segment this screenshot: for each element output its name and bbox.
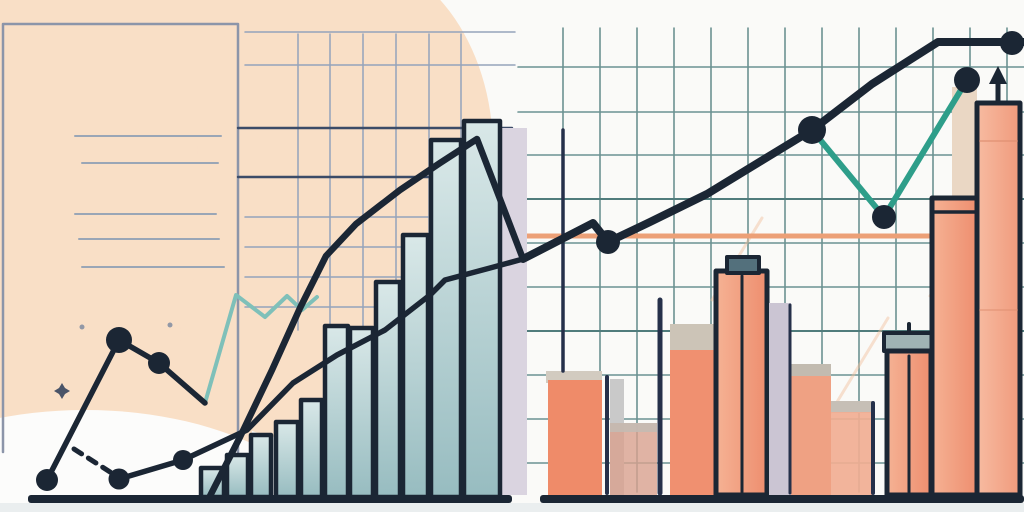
left-zigzag-line [44, 337, 208, 483]
building-d-cap [725, 255, 761, 275]
node-marker [872, 205, 896, 229]
node-marker [1000, 31, 1024, 55]
speck-dot [79, 324, 85, 330]
document-border [1, 22, 240, 454]
left-bar [400, 232, 431, 500]
building-h-body [929, 195, 980, 498]
building-b-body [610, 423, 657, 495]
steep-trend-line [206, 135, 527, 500]
building-c-body [670, 350, 717, 495]
lavender-column [769, 303, 791, 495]
building-f-body [831, 412, 872, 495]
building-e-cap [791, 364, 831, 376]
node-marker [173, 450, 193, 470]
node-marker [798, 116, 826, 144]
node-marker [106, 327, 132, 353]
building-e-body [791, 376, 831, 495]
node-marker [36, 469, 58, 491]
building-a-body [548, 380, 602, 495]
left-bar [273, 419, 301, 500]
sparkle-star [54, 383, 70, 399]
node-marker [596, 230, 620, 254]
building-f-cap [831, 401, 872, 413]
growth-curve-right [519, 38, 1024, 263]
building-c-cap [670, 324, 717, 350]
building-i-body [974, 100, 1023, 498]
node-marker [148, 352, 170, 374]
node-marker [954, 67, 980, 93]
node-marker [108, 468, 130, 490]
left-bar [428, 137, 464, 500]
bottom-strip [0, 503, 1024, 512]
teal-zigzag-line [203, 293, 319, 405]
left-bar [298, 397, 325, 500]
growth-curve-left [116, 256, 526, 482]
left-bar [347, 325, 376, 500]
building-b-cap [610, 423, 657, 432]
lavender-shadow-bar [502, 128, 527, 495]
speck-dot [167, 322, 173, 328]
baseline-right [540, 495, 1024, 503]
baseline-left [28, 495, 512, 503]
left-bar [248, 432, 274, 500]
dashed-segment [71, 446, 121, 480]
up-arrow-head [989, 66, 1007, 84]
left-bar [373, 279, 403, 500]
beige-tower [952, 87, 977, 199]
